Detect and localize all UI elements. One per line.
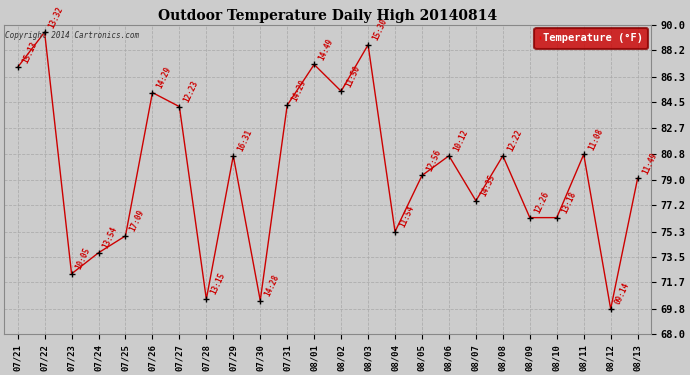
Text: 15:30: 15:30 (371, 17, 388, 42)
Text: 14:49: 14:49 (317, 37, 335, 62)
Text: 11:49: 11:49 (640, 151, 658, 176)
Text: 14:35: 14:35 (479, 173, 497, 198)
Text: 12:56: 12:56 (425, 148, 443, 173)
Text: 13:18: 13:18 (560, 190, 578, 215)
Text: 11:08: 11:08 (586, 127, 604, 152)
Text: 11:50: 11:50 (344, 64, 362, 88)
Legend: Temperature (°F): Temperature (°F) (535, 28, 648, 49)
Text: 12:22: 12:22 (506, 128, 524, 153)
Text: 13:15: 13:15 (209, 272, 227, 296)
Text: 14:29: 14:29 (155, 65, 173, 90)
Text: 16:31: 16:31 (236, 128, 254, 153)
Text: 09:14: 09:14 (613, 281, 631, 306)
Text: Copyright 2014 Cartronics.com: Copyright 2014 Cartronics.com (6, 32, 139, 40)
Text: 10:12: 10:12 (452, 128, 470, 153)
Text: 14:29: 14:29 (290, 78, 308, 102)
Text: 11:54: 11:54 (398, 204, 416, 229)
Text: 13:54: 13:54 (101, 225, 119, 250)
Text: 17:09: 17:09 (128, 209, 146, 233)
Text: 12:26: 12:26 (533, 190, 551, 215)
Text: 13:32: 13:32 (48, 4, 66, 29)
Text: 14:28: 14:28 (263, 273, 281, 298)
Text: 15:13: 15:13 (21, 40, 39, 64)
Text: 12:23: 12:23 (182, 79, 200, 104)
Title: Outdoor Temperature Daily High 20140814: Outdoor Temperature Daily High 20140814 (158, 9, 497, 22)
Text: 10:05: 10:05 (75, 246, 92, 271)
